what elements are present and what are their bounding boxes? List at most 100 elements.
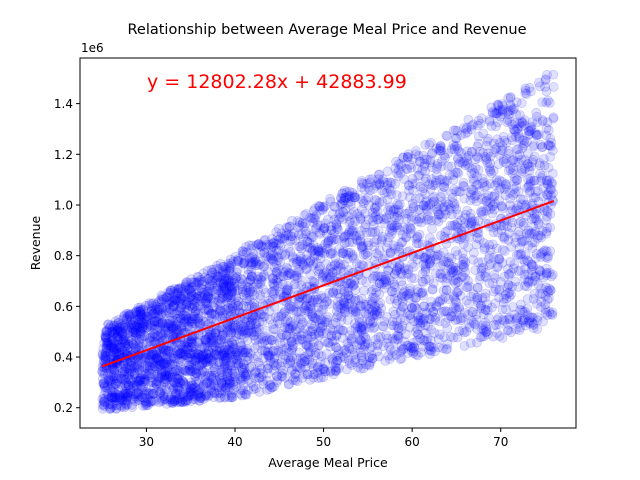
scatter-point: [395, 225, 405, 236]
scatter-point: [256, 363, 267, 374]
scatter-point: [176, 313, 187, 324]
scatter-point: [192, 271, 203, 282]
scatter-point: [176, 394, 187, 405]
scatter-point: [374, 351, 384, 362]
scatter-point: [402, 152, 413, 163]
scatter-point: [187, 390, 198, 401]
scatter-point: [394, 261, 405, 272]
scatter-point: [359, 222, 370, 233]
scatter-point: [520, 263, 531, 274]
scatter-point: [198, 366, 209, 377]
scatter-point: [120, 320, 130, 331]
scatter-point: [246, 326, 257, 337]
scatter-point: [180, 350, 191, 361]
scatter-point: [210, 275, 221, 286]
scatter-point: [168, 394, 179, 405]
scatter-point: [425, 335, 436, 346]
scatter-point: [195, 383, 206, 394]
scatter-point: [216, 294, 227, 304]
scatter-point: [97, 348, 108, 359]
scatter-point: [452, 152, 463, 163]
scatter-point: [316, 305, 327, 316]
scatter-point: [435, 230, 446, 241]
y-axis-label: Revenue: [28, 215, 43, 270]
scatter-point: [107, 335, 117, 346]
scatter-point: [151, 379, 162, 390]
scatter-point: [193, 379, 204, 389]
scatter-point: [190, 277, 201, 288]
scatter-point: [215, 392, 226, 403]
scatter-point: [122, 362, 133, 373]
scatter-point: [503, 235, 514, 245]
scatter-point: [103, 319, 113, 330]
scatter-point: [348, 253, 359, 264]
scatter-point: [113, 389, 123, 400]
scatter-point: [501, 304, 511, 315]
scatter-point: [446, 209, 457, 220]
scatter-point: [150, 324, 160, 335]
scatter-point: [156, 393, 167, 404]
scatter-point: [297, 218, 308, 229]
scatter-point: [488, 331, 499, 342]
scatter-point: [327, 353, 338, 364]
scatter-point: [126, 357, 137, 368]
scatter-point: [191, 368, 202, 378]
scatter-point: [216, 364, 227, 375]
scatter-point: [195, 311, 206, 322]
scatter-point: [161, 296, 172, 307]
scatter-point: [152, 353, 163, 364]
scatter-point: [134, 311, 145, 322]
scatter-point: [225, 375, 235, 386]
scatter-point: [192, 336, 203, 347]
scatter-point: [154, 319, 165, 330]
scatter-point: [226, 298, 237, 309]
scatter-point: [218, 350, 228, 361]
scatter-point: [244, 275, 255, 286]
scatter-point: [393, 200, 404, 211]
scatter-point: [456, 215, 466, 226]
scatter-point: [104, 375, 115, 386]
y-tick-label: 0.4: [54, 351, 73, 365]
scatter-point: [202, 370, 213, 381]
scatter-point: [153, 311, 164, 322]
scatter-point: [360, 208, 371, 219]
scatter-point: [420, 264, 431, 275]
scatter-point: [159, 375, 170, 386]
scatter-point: [494, 150, 505, 161]
scatter-point: [204, 331, 215, 342]
scatter-point: [144, 333, 155, 343]
scatter-point: [138, 400, 148, 411]
x-tick-label: 60: [405, 435, 420, 449]
scatter-point: [202, 291, 213, 302]
scatter-point: [218, 291, 229, 302]
scatter-point: [210, 328, 221, 339]
scatter-point: [427, 284, 438, 295]
x-axis-label: Average Meal Price: [268, 455, 388, 470]
scatter-point: [168, 300, 179, 311]
scatter-point: [124, 390, 134, 401]
scatter-point: [152, 307, 163, 318]
scatter-point: [127, 378, 137, 389]
scatter-point: [137, 320, 148, 331]
scatter-point: [115, 326, 125, 337]
scatter-point: [189, 311, 200, 322]
scatter-point: [230, 376, 241, 387]
scatter-point: [162, 348, 173, 359]
scatter-point: [111, 378, 122, 389]
scatter-point: [221, 264, 232, 275]
scatter-point: [220, 333, 230, 344]
scatter-point: [204, 337, 215, 348]
scatter-point: [424, 179, 435, 190]
scatter-point: [461, 326, 472, 337]
scatter-point: [103, 390, 114, 401]
scatter-point: [545, 184, 556, 194]
scatter-point: [162, 394, 173, 405]
scatter-point: [196, 387, 207, 398]
scatter-point: [117, 328, 127, 339]
scatter-point: [168, 384, 179, 395]
scatter-point: [227, 303, 238, 314]
scatter-point: [134, 322, 145, 333]
scatter-point: [288, 375, 298, 385]
scatter-point: [108, 321, 119, 332]
scatter-point: [190, 307, 201, 317]
